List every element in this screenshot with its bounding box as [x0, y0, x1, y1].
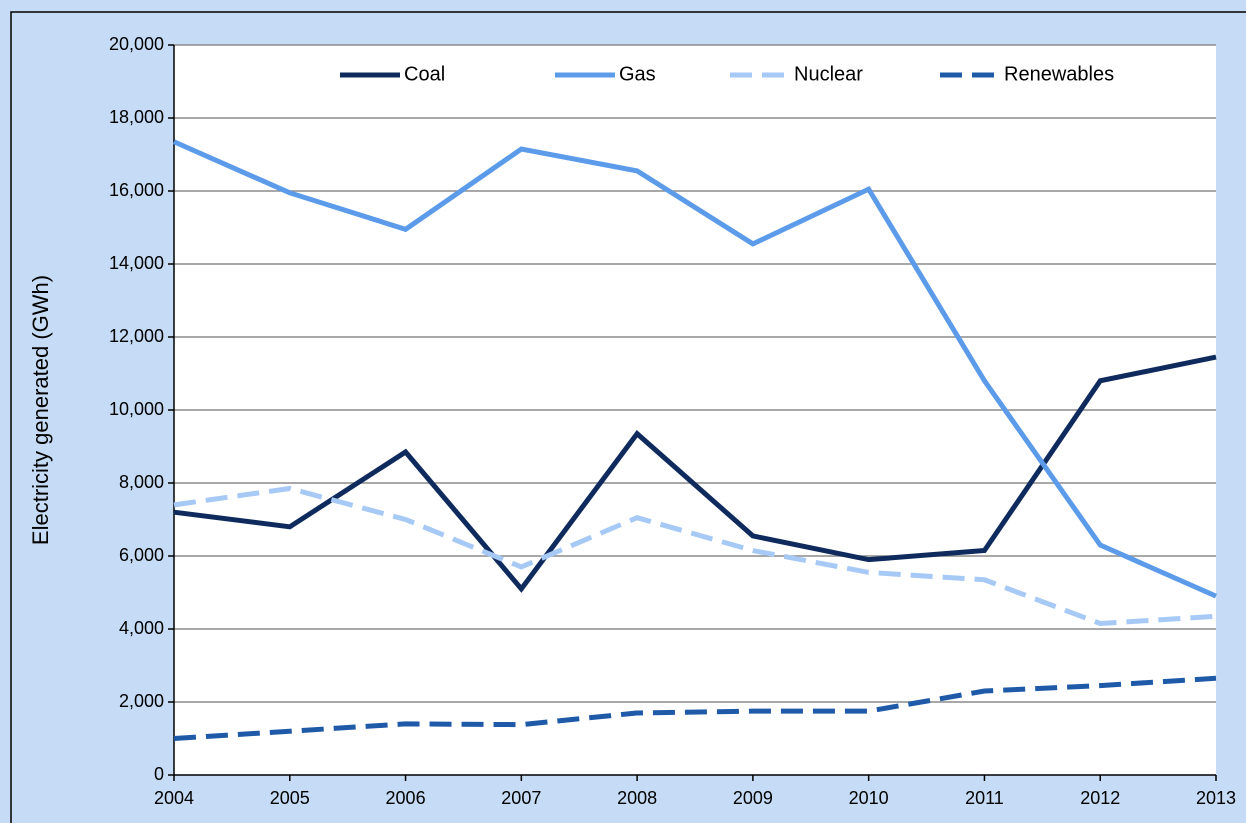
y-tick-label: 4,000 — [119, 618, 164, 638]
legend-label: Renewables — [1004, 63, 1114, 85]
y-tick-label: 6,000 — [119, 545, 164, 565]
x-tick-label: 2010 — [849, 788, 889, 808]
x-tick-label: 2004 — [154, 788, 194, 808]
y-tick-label: 12,000 — [109, 326, 164, 346]
x-tick-label: 2013 — [1196, 788, 1236, 808]
series-line — [173, 485, 1217, 627]
y-tick-label: 20,000 — [109, 34, 164, 54]
frame — [10, 11, 1246, 823]
y-axis-label: Electricity generated (GWh) — [28, 275, 53, 545]
legend-label: Coal — [404, 63, 445, 85]
series-line — [172, 139, 1218, 599]
x-tick-label: 2007 — [501, 788, 541, 808]
legend-label: Gas — [619, 63, 656, 85]
x-tick-label: 2006 — [386, 788, 426, 808]
y-tick-label: 18,000 — [109, 107, 164, 127]
x-tick-label: 2011 — [965, 788, 1004, 808]
x-tick-label: 2012 — [1080, 788, 1120, 808]
y-tick-label: 16,000 — [109, 180, 164, 200]
y-tick-label: 8,000 — [119, 472, 164, 492]
y-tick-label: 0 — [154, 764, 164, 784]
series-line — [173, 675, 1217, 741]
y-tick-label: 14,000 — [109, 253, 164, 273]
legend-label: Nuclear — [794, 63, 863, 85]
y-tick-label: 10,000 — [109, 399, 164, 419]
x-tick-label: 2008 — [617, 788, 657, 808]
y-tick-label: 2,000 — [119, 691, 164, 711]
x-tick-label: 2009 — [733, 788, 773, 808]
x-tick-label: 2005 — [270, 788, 310, 808]
